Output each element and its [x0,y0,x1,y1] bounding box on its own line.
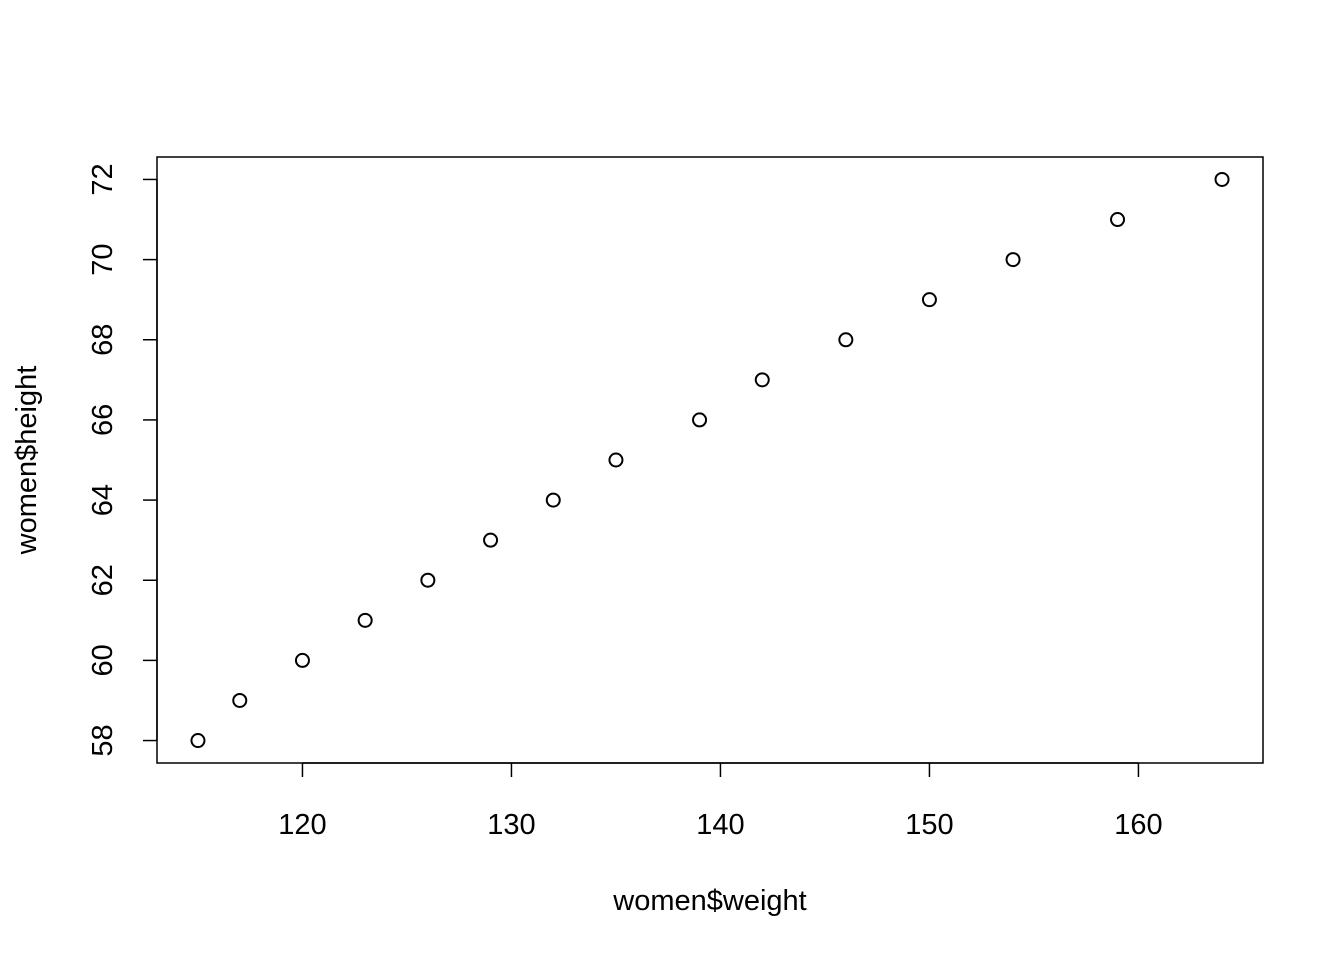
data-point [483,532,499,548]
y-tick-label: 58 [87,724,119,756]
data-point [294,652,310,668]
data-point [838,332,854,348]
data-point [357,612,373,628]
x-tick-label: 160 [1114,809,1162,841]
y-axis: 58 60 62 64 66 68 70 72 [87,163,158,757]
y-tick-label: 72 [87,163,119,195]
y-tick-label: 70 [87,243,119,275]
data-point [545,492,561,508]
data-point [1005,252,1021,268]
data-point [754,372,770,388]
x-tick-label: 120 [278,809,326,841]
x-tick-label: 130 [487,809,535,841]
x-axis: 120 130 140 150 160 [278,762,1163,841]
data-point [692,412,708,428]
data-point [232,692,248,708]
data-point [1214,171,1230,187]
y-tick-label: 64 [87,484,119,516]
x-axis-label: women$weight [612,885,806,917]
data-points [190,171,1230,749]
plot-frame [156,156,1264,764]
x-tick-label: 140 [696,809,744,841]
data-point [608,452,624,468]
data-point [190,733,206,749]
data-point [921,292,937,308]
y-tick-label: 60 [87,644,119,676]
y-tick-label: 66 [87,404,119,436]
y-axis-label: women$height [11,366,43,556]
y-tick-label: 62 [87,564,119,596]
x-tick-label: 150 [905,809,953,841]
data-point [420,572,436,588]
data-point [1110,212,1126,228]
y-tick-label: 68 [87,324,119,356]
